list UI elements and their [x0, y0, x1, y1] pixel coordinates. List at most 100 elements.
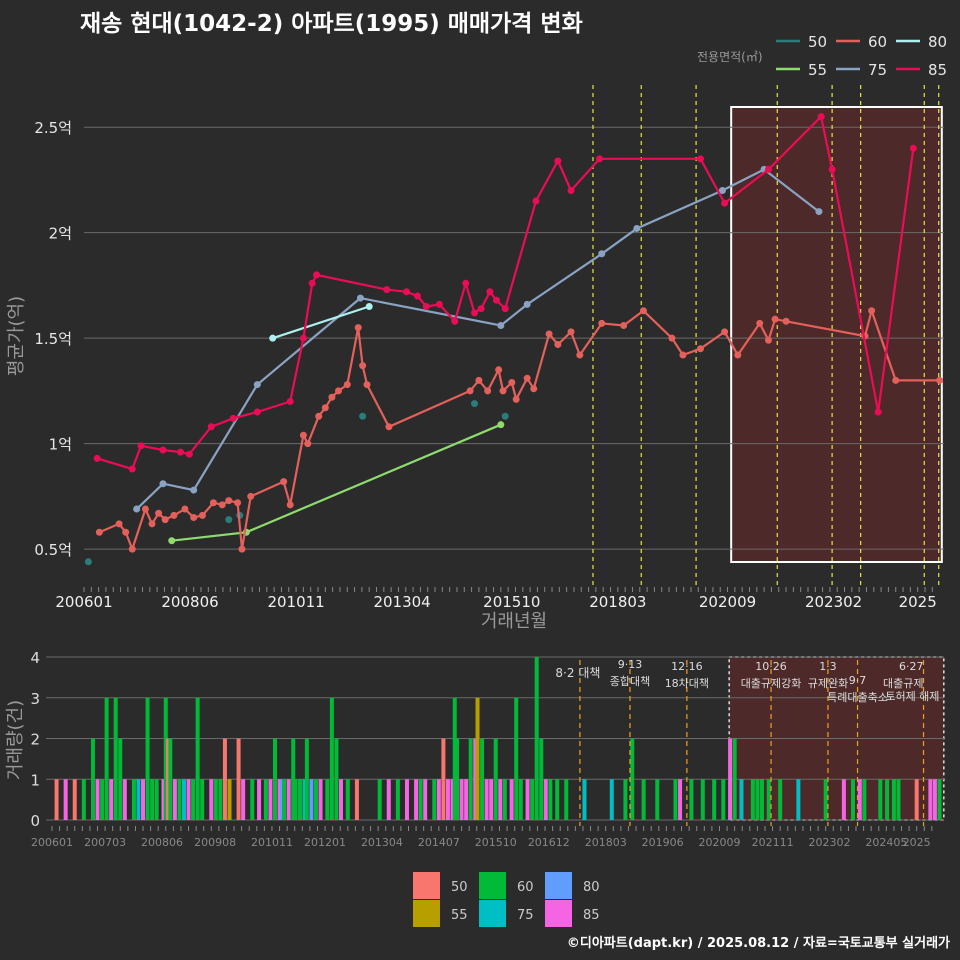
volume-bar-60	[298, 779, 303, 820]
data-point-85	[403, 288, 410, 296]
volume-x-tick-label: 201304	[361, 836, 403, 849]
data-point-85	[383, 286, 391, 294]
data-point-60	[363, 381, 371, 389]
policy-annotation-date: 6·27	[899, 660, 924, 673]
x-tick-label: 201803	[589, 593, 646, 611]
policy-annotation-date: 9·13	[618, 658, 643, 671]
x-tick-label: 202302	[805, 593, 862, 611]
data-point-60	[545, 330, 553, 338]
data-point-60	[620, 322, 628, 330]
volume-x-tick-label: 201201	[304, 836, 346, 849]
volume-bar-60	[218, 779, 223, 820]
volume-bar-85	[338, 779, 343, 820]
volume-bar-55	[475, 697, 480, 820]
volume-bar-50	[72, 779, 77, 820]
volume-legend-label-50: 50	[451, 880, 468, 895]
volume-bar-85	[414, 779, 419, 820]
volume-bar-60	[345, 779, 350, 820]
volume-bar-60	[293, 779, 298, 820]
volume-bar-60	[778, 779, 783, 820]
data-point-85	[137, 442, 145, 450]
volume-x-tick-label: 201803	[585, 836, 627, 849]
policy-annotation-text: 토허제 해제	[885, 689, 939, 703]
volume-bar-60	[100, 779, 105, 820]
y-tick-label: 1.5억	[34, 330, 72, 348]
volume-bar-60	[263, 779, 268, 820]
data-point-75	[815, 208, 823, 216]
legend-label-50: 50	[808, 33, 827, 51]
volume-bar-60	[534, 657, 539, 820]
volume-bar-60	[468, 738, 473, 820]
policy-annotation-text: 특례대출축소	[827, 691, 888, 704]
data-point-85	[828, 165, 836, 173]
data-point-60	[161, 516, 169, 524]
data-point-75	[523, 300, 531, 308]
volume-bar-85	[122, 779, 127, 820]
data-point-85	[721, 199, 729, 207]
volume-x-tick-label: 200806	[141, 836, 183, 849]
volume-bar-75	[796, 779, 801, 820]
volume-bar-85	[728, 738, 733, 820]
data-point-60	[95, 528, 103, 536]
data-point-75	[133, 505, 141, 513]
data-point-60	[343, 381, 351, 389]
volume-bar-60	[377, 779, 382, 820]
data-point-60	[247, 492, 255, 500]
volume-bar-85	[386, 779, 391, 820]
data-point-55	[497, 421, 505, 429]
volume-bar-85	[141, 779, 146, 820]
volume-x-tick-label: 2025	[903, 836, 931, 849]
data-point-60	[155, 509, 163, 517]
data-point-60	[576, 351, 584, 359]
volume-bar-60	[273, 738, 277, 820]
volume-x-tick-label: 201407	[418, 836, 460, 849]
data-point-60	[218, 501, 226, 509]
volume-bar-85	[464, 779, 469, 820]
data-point-85	[313, 271, 321, 279]
volume-bar-60	[291, 738, 296, 820]
volume-x-tick-label: 200601	[31, 836, 73, 849]
data-point-85	[308, 279, 316, 287]
policy-annotation-date: 1·3	[819, 660, 837, 673]
data-point-50	[359, 412, 367, 420]
data-point-60	[679, 351, 687, 359]
x-axis-label: 거래년월	[481, 611, 547, 632]
volume-bar-85	[525, 779, 530, 820]
volume-bar-85	[543, 779, 548, 820]
volume-bar-60	[766, 779, 771, 820]
data-point-60	[782, 317, 790, 325]
policy-annotation-text: 종합대책	[610, 675, 650, 688]
volume-y-axis-label: 거래량(건)	[5, 700, 26, 780]
data-point-60	[286, 501, 294, 509]
volume-bar-60	[555, 779, 560, 820]
data-point-60	[299, 431, 307, 439]
policy-annotation-date: 12·16	[671, 660, 703, 673]
volume-legend-swatch-50	[413, 872, 440, 899]
volume-x-tick-label: 202302	[808, 836, 850, 849]
volume-bar-85	[459, 779, 464, 820]
volume-bar-60	[937, 779, 942, 820]
data-point-75	[497, 322, 505, 330]
data-point-50	[471, 400, 479, 408]
data-point-50	[501, 412, 509, 420]
volume-x-tick-label: 200908	[194, 836, 236, 849]
data-point-60	[475, 376, 483, 384]
data-point-60	[181, 505, 189, 513]
volume-bar-60	[452, 697, 457, 820]
volume-bar-85	[423, 779, 428, 820]
volume-x-tick-label: 201510	[475, 836, 517, 849]
volume-bar-85	[498, 779, 503, 820]
volume-bar-60	[150, 779, 155, 820]
volume-x-tick-label: 202405	[865, 836, 907, 849]
policy-annotation-text: 18차대책	[665, 677, 709, 690]
volume-bar-85	[509, 779, 514, 820]
volume-bar-60	[721, 779, 726, 820]
x-tick-label: 202009	[699, 593, 756, 611]
volume-bar-60	[689, 779, 694, 820]
volume-bar-60	[304, 738, 309, 820]
volume-legend-swatch-80	[545, 872, 572, 899]
volume-bar-60	[191, 779, 196, 820]
data-point-60	[567, 328, 575, 336]
data-point-85	[177, 448, 185, 456]
volume-bar-85	[404, 779, 409, 820]
